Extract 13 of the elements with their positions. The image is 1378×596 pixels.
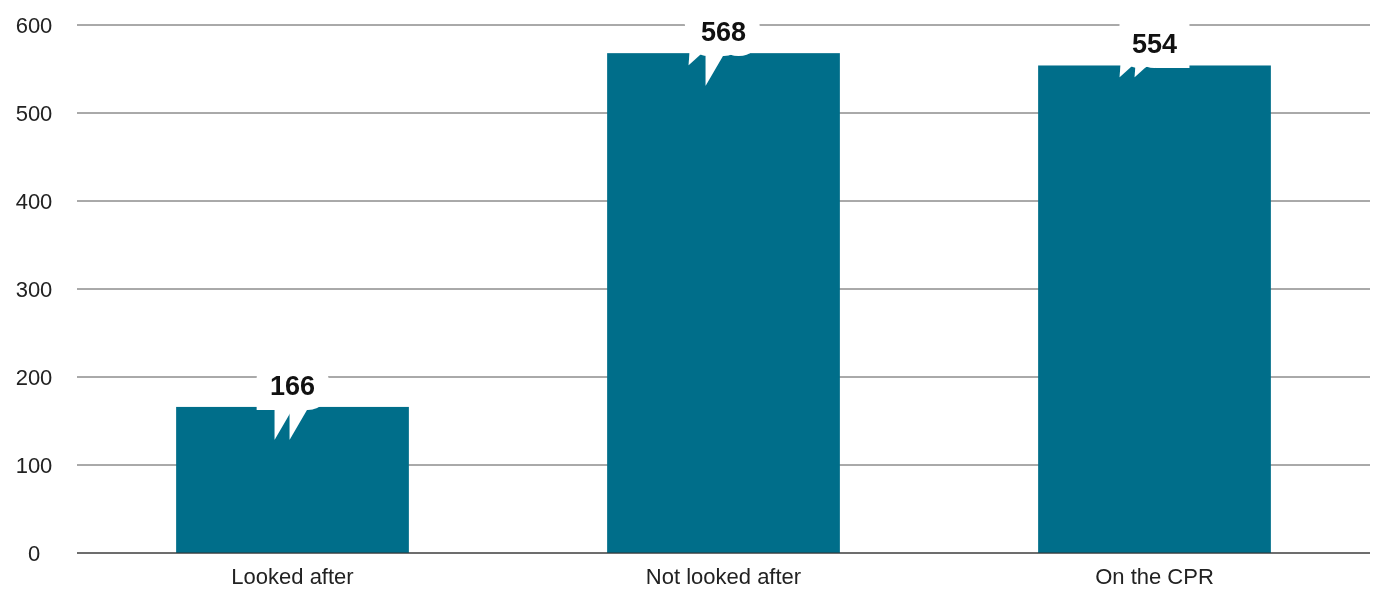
- y-tick-label: 0: [27, 540, 41, 566]
- x-tick-label: Not looked after: [645, 564, 802, 589]
- x-tick-label: On the CPR: [1095, 564, 1214, 589]
- y-tick-label: 100: [15, 452, 53, 478]
- y-tick-label: 600: [15, 12, 53, 38]
- y-tick-label: 200: [15, 364, 53, 390]
- x-tick-label: Looked after: [231, 564, 354, 589]
- bar: [1038, 65, 1271, 553]
- y-tick-label: 500: [15, 100, 53, 126]
- y-tick-label: 300: [15, 276, 53, 302]
- y-tick-label: 400: [15, 188, 53, 214]
- bar: [607, 53, 840, 553]
- bar: [176, 406, 409, 553]
